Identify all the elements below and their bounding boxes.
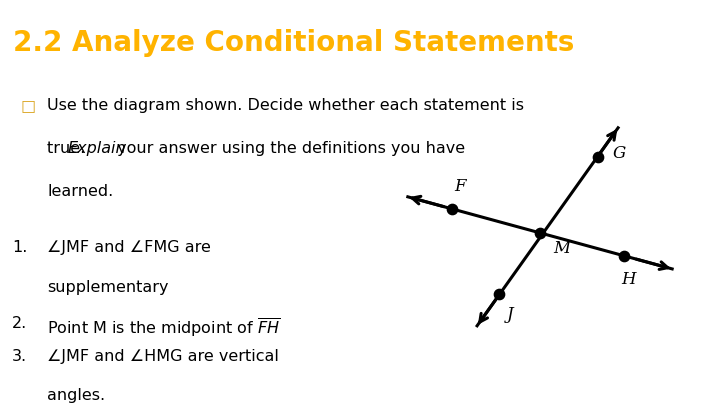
Text: 2.: 2. xyxy=(12,316,27,331)
Text: true.: true. xyxy=(48,141,91,156)
Text: ∠JMF and ∠HMG are vertical: ∠JMF and ∠HMG are vertical xyxy=(48,349,279,364)
Text: J: J xyxy=(506,306,513,323)
Text: G: G xyxy=(613,145,626,162)
Point xyxy=(446,205,458,212)
Text: 2.2 Analyze Conditional Statements: 2.2 Analyze Conditional Statements xyxy=(13,30,575,58)
Text: M: M xyxy=(554,241,571,258)
Text: 3.: 3. xyxy=(12,349,27,364)
Text: F: F xyxy=(454,178,465,195)
Text: supplementary: supplementary xyxy=(48,279,168,294)
Text: H: H xyxy=(621,271,635,288)
Text: 1.: 1. xyxy=(12,240,27,255)
Text: □: □ xyxy=(20,98,36,113)
Text: Use the diagram shown. Decide whether each statement is: Use the diagram shown. Decide whether ea… xyxy=(48,98,524,113)
Point xyxy=(534,230,546,236)
Text: your answer using the definitions you have: your answer using the definitions you ha… xyxy=(112,141,464,156)
Text: Point M is the midpoint of $\overline{FH}$: Point M is the midpoint of $\overline{FH… xyxy=(48,316,281,339)
Text: ∠JMF and ∠FMG are: ∠JMF and ∠FMG are xyxy=(48,240,211,255)
Text: learned.: learned. xyxy=(48,184,114,199)
Text: Explain: Explain xyxy=(68,141,126,156)
Point xyxy=(592,154,603,160)
Text: angles.: angles. xyxy=(48,388,105,403)
Point xyxy=(493,290,505,297)
Point xyxy=(618,252,629,259)
